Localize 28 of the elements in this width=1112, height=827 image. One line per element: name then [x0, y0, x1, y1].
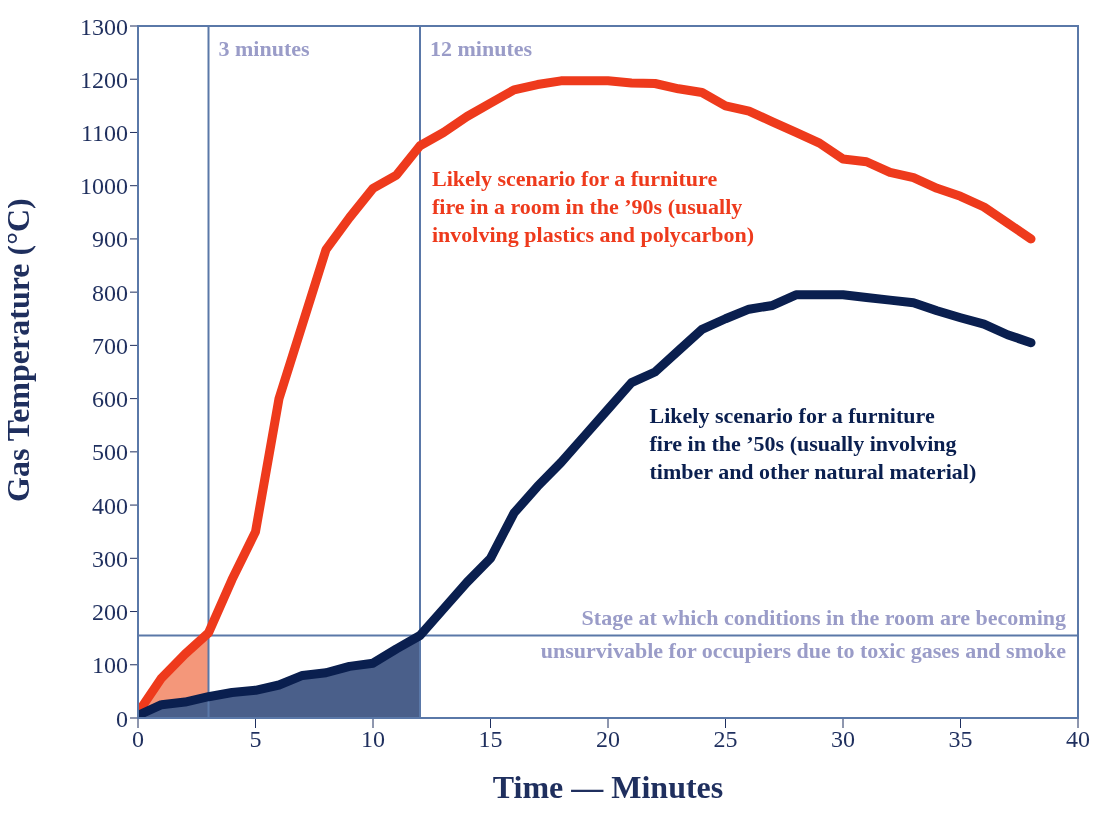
y-tick-label: 800: [92, 279, 128, 306]
y-tick-label: 1300: [80, 13, 128, 40]
x-tick-label: 25: [713, 726, 738, 753]
x-tick-label: 35: [948, 726, 973, 753]
y-tick-label: 900: [92, 226, 128, 253]
x-tick-label: 30: [831, 726, 855, 753]
x-axis-title: Time — Minutes: [492, 769, 724, 805]
ref-line-label: 12 minutes: [430, 36, 533, 61]
x-tick-label: 10: [361, 726, 385, 753]
series-label: Likely scenario for a furniture fire in a room in the ’90s (usually involving plastics and polycarbon): [432, 165, 755, 247]
x-tick-label: 40: [1066, 726, 1090, 753]
y-tick-label: 200: [92, 599, 128, 626]
x-tick-label: 5: [249, 726, 262, 753]
x-tick-label: 15: [478, 726, 503, 753]
y-tick-label: 1100: [80, 119, 128, 146]
y-tick-label: 300: [92, 545, 128, 572]
y-tick-label: 400: [92, 492, 128, 519]
series-label: Likely scenario for a furniture fire in the ’50s (usually involving timber and other natural material): [649, 402, 977, 484]
y-tick-label: 600: [92, 386, 128, 413]
y-tick-label: 700: [92, 332, 128, 359]
y-tick-label: 500: [92, 439, 128, 466]
ref-line-label: 3 minutes: [218, 36, 310, 61]
y-tick-label: 0: [116, 705, 128, 732]
ref-line-label: Stage at which conditions in the room are becoming unsurvivable for occupiers due to toxic gases and smoke: [540, 605, 1067, 664]
y-tick-label: 1200: [80, 66, 128, 93]
y-tick-label: 1000: [80, 173, 128, 200]
y-tick-label: 100: [92, 652, 128, 679]
x-tick-label: 20: [596, 726, 620, 753]
